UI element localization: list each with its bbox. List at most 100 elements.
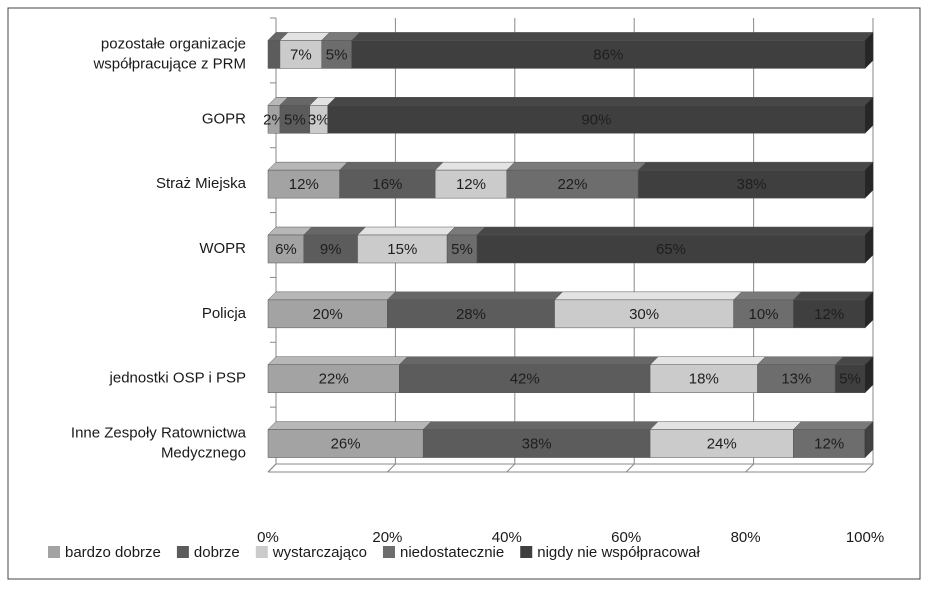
bar xyxy=(554,299,734,329)
bar-segment xyxy=(649,356,767,393)
bar xyxy=(793,299,866,329)
bar xyxy=(339,169,436,199)
bar xyxy=(303,234,358,264)
x-tick-label: 60% xyxy=(611,529,641,546)
data-label: 5% xyxy=(284,111,306,128)
y-tick-label: Straż Miejska xyxy=(156,175,247,192)
legend-swatch xyxy=(48,546,60,558)
data-label: 28% xyxy=(456,306,486,323)
bar-segment xyxy=(321,32,361,69)
y-tick-label: Policja xyxy=(202,305,247,322)
bar-segment xyxy=(649,421,802,458)
bar-top xyxy=(756,356,844,365)
x-tick-label: 80% xyxy=(731,529,761,546)
bar-segment xyxy=(792,291,874,329)
data-label: 3% xyxy=(308,111,330,128)
bar-top xyxy=(267,161,349,171)
bar xyxy=(446,234,478,264)
bar-side xyxy=(864,356,874,394)
bar xyxy=(267,299,388,329)
data-label: 65% xyxy=(656,241,686,258)
bar xyxy=(399,364,651,393)
bar xyxy=(351,40,866,69)
data-label: 9% xyxy=(320,241,342,258)
legend-label: niedostatecznie xyxy=(400,544,504,561)
data-label: 2% xyxy=(263,111,285,128)
bar-top xyxy=(279,32,331,41)
bar xyxy=(476,234,866,264)
y-tick-label: pozostałe organizacje xyxy=(101,35,246,52)
data-label: 15% xyxy=(387,241,417,258)
data-label: 38% xyxy=(737,176,767,193)
bar-top xyxy=(476,226,874,236)
data-label: 16% xyxy=(372,176,402,193)
legend-label: dobrze xyxy=(194,544,240,561)
bar-top xyxy=(267,356,408,365)
legend-swatch xyxy=(520,546,533,558)
bar xyxy=(387,299,555,329)
bar-side xyxy=(864,96,874,134)
bar-segment xyxy=(279,97,319,134)
data-label: 18% xyxy=(689,371,719,388)
y-tick-label: jednostki OSP i PSP xyxy=(109,370,246,387)
bar-top xyxy=(649,421,802,430)
data-label: 38% xyxy=(522,436,552,453)
data-label: 13% xyxy=(781,371,811,388)
data-label: 42% xyxy=(510,371,540,388)
bar-segment xyxy=(756,356,844,393)
y-tick-label: współpracujące z PRM xyxy=(92,55,246,72)
bar xyxy=(279,105,311,134)
y-tick-label: Inne Zespoły Ratownictwa xyxy=(71,425,247,442)
data-label: 30% xyxy=(629,306,659,323)
bar-segment xyxy=(327,96,874,134)
bar-segment xyxy=(267,356,408,393)
bar xyxy=(321,40,352,69)
data-label: 24% xyxy=(707,436,737,453)
bar-segment xyxy=(267,161,349,199)
data-label: 90% xyxy=(581,111,611,128)
bar xyxy=(267,429,424,458)
bar-top xyxy=(398,356,659,365)
bar-segment xyxy=(422,421,659,458)
bar-top xyxy=(386,291,564,301)
bar-top xyxy=(434,161,516,171)
bar-segment xyxy=(267,421,432,458)
bar xyxy=(357,234,448,264)
data-label: 12% xyxy=(814,436,844,453)
legend-label: nigdy nie współpracował xyxy=(537,544,700,561)
bar-top xyxy=(649,356,767,365)
data-label: 26% xyxy=(331,436,361,453)
bar-segment xyxy=(553,291,743,329)
x-tick-label: 20% xyxy=(372,529,402,546)
bar-side xyxy=(864,226,874,264)
bar xyxy=(834,364,866,393)
bar-segment xyxy=(279,32,331,69)
bar-side xyxy=(864,161,874,199)
bar xyxy=(279,40,322,69)
bar-segment xyxy=(476,226,874,264)
bar-side xyxy=(864,291,874,329)
bar-top xyxy=(733,291,802,301)
bar-segment xyxy=(446,226,486,264)
bar-top xyxy=(792,291,874,301)
bar-segment xyxy=(309,97,337,134)
legend-swatch xyxy=(382,546,395,558)
bar-top xyxy=(637,161,874,171)
bar xyxy=(649,429,794,458)
data-label: 22% xyxy=(557,176,587,193)
bar-segment xyxy=(434,161,516,199)
bar-segment xyxy=(834,356,874,394)
bar xyxy=(267,364,400,393)
bar-top xyxy=(350,32,874,41)
data-label: 6% xyxy=(275,241,297,258)
bar xyxy=(422,429,651,458)
data-label: 5% xyxy=(326,46,348,63)
legend-label: bardzo dobrze xyxy=(65,544,161,561)
bar-segment xyxy=(398,356,659,393)
bar-segment xyxy=(356,226,456,264)
data-label: 12% xyxy=(289,176,319,193)
data-label: 86% xyxy=(593,46,623,63)
y-tick-label: GOPR xyxy=(202,110,246,127)
bar-top xyxy=(327,97,874,106)
